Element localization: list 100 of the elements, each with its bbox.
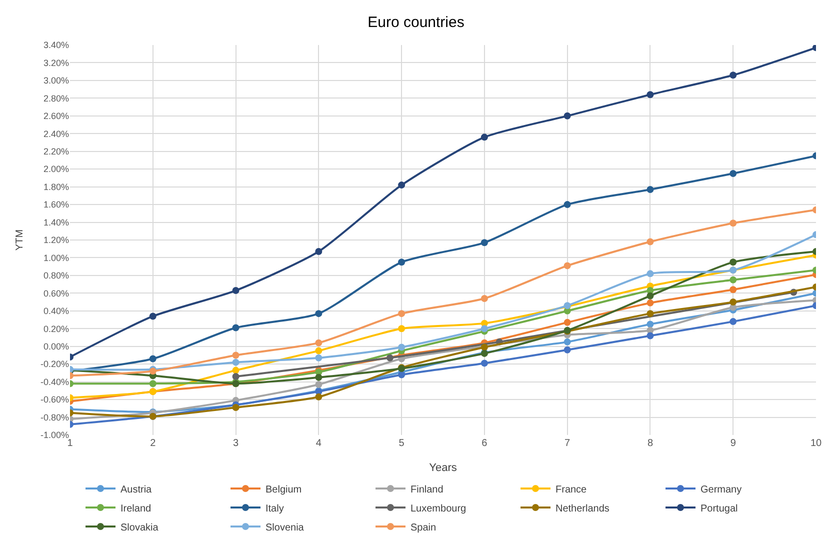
legend-label: Netherlands <box>556 503 610 514</box>
y-tick-label: 2.40% <box>43 128 69 139</box>
y-tick-label: 3.40% <box>43 40 69 50</box>
x-tick-label: 8 <box>647 438 654 449</box>
legend-label: Slovakia <box>120 522 159 534</box>
legend-label: Germany <box>700 484 742 496</box>
legend-label: Finland <box>410 484 444 496</box>
legend-label: Italy <box>266 503 284 514</box>
legend-label: Spain <box>410 522 436 534</box>
point <box>564 201 571 208</box>
point <box>315 393 322 400</box>
legend-label: Austria <box>120 484 152 496</box>
x-tick-label: 6 <box>482 438 488 449</box>
point <box>730 170 737 178</box>
point <box>646 320 654 328</box>
point <box>232 358 240 366</box>
y-tick-label: 1.60% <box>43 200 69 210</box>
legend-label: Portugal <box>700 503 738 514</box>
y-tick-label: -0.20% <box>40 359 69 370</box>
y-tick-label: -0.80% <box>40 412 69 422</box>
point <box>398 258 406 266</box>
y-tick-label: 1.80% <box>43 182 69 192</box>
y-tick-label: -0.40% <box>40 376 69 387</box>
point <box>149 355 156 362</box>
y-tick-label: 1.00% <box>43 252 69 263</box>
point <box>730 72 737 79</box>
point <box>149 312 156 320</box>
point <box>232 324 240 332</box>
point <box>480 360 488 367</box>
point <box>564 346 571 354</box>
y-tick-label: 1.40% <box>43 217 69 228</box>
y-tick-label: 1.20% <box>43 235 69 246</box>
legend-label: France <box>556 484 588 496</box>
point <box>315 347 322 354</box>
point <box>480 295 488 302</box>
x-tick-label: 2 <box>150 438 156 449</box>
point <box>564 338 571 346</box>
point <box>730 318 737 326</box>
x-axis-title: Years <box>429 462 458 474</box>
point <box>315 374 322 381</box>
y-tick-label: 0.60% <box>43 288 69 298</box>
point <box>564 112 571 120</box>
point <box>730 286 737 294</box>
y-tick-label: 0.20% <box>43 324 69 334</box>
legend-label: Ireland <box>120 503 152 514</box>
y-tick-label: 0.40% <box>43 306 69 316</box>
x-tick-label: 5 <box>398 438 405 449</box>
point <box>232 352 240 359</box>
point <box>398 371 406 378</box>
point <box>315 248 322 256</box>
point <box>480 134 488 141</box>
point <box>149 380 156 388</box>
point <box>646 292 654 300</box>
point <box>480 325 488 332</box>
point <box>232 366 240 374</box>
point <box>646 332 654 340</box>
point <box>315 354 322 362</box>
legend-label: Slovenia <box>266 522 304 534</box>
point <box>730 220 737 227</box>
y-tick-label: -0.60% <box>40 394 69 405</box>
point <box>232 404 240 412</box>
y-tick-label: 2.00% <box>43 164 69 174</box>
point <box>646 91 654 98</box>
y-tick-label: 0.80% <box>43 270 69 281</box>
point <box>646 186 654 193</box>
y-tick-label: 3.00% <box>43 76 69 86</box>
point <box>480 239 488 246</box>
point <box>398 182 406 189</box>
point <box>646 270 654 278</box>
chart-title: Euro countries <box>368 14 464 32</box>
point <box>730 276 737 284</box>
y-tick-label: 2.80% <box>43 93 69 104</box>
point <box>730 258 737 266</box>
x-tick-label: 1 <box>67 438 74 449</box>
point <box>564 318 571 326</box>
legend-label: Belgium <box>266 484 302 496</box>
point <box>398 325 406 332</box>
point <box>564 262 571 270</box>
x-tick-label: 10 <box>810 438 822 449</box>
point <box>315 380 322 388</box>
point <box>232 287 240 294</box>
point <box>315 339 322 346</box>
y-tick-label: 3.20% <box>43 58 69 68</box>
point <box>646 238 654 246</box>
x-tick-label: 9 <box>730 438 736 449</box>
y-tick-label: -1.00% <box>40 430 69 440</box>
y-axis-title: YTM <box>14 229 26 251</box>
x-tick-label: 4 <box>316 438 322 449</box>
point <box>730 298 737 306</box>
point <box>398 310 406 318</box>
point <box>646 310 654 318</box>
y-tick-label: 0.00% <box>43 342 69 352</box>
point <box>398 344 406 351</box>
y-tick-label: 2.20% <box>43 146 69 157</box>
point <box>315 310 322 318</box>
point <box>646 299 654 306</box>
legend-label: Luxembourg <box>410 503 466 514</box>
y-tick-label: 2.60% <box>43 111 69 122</box>
x-tick-label: 7 <box>564 438 571 449</box>
x-tick-label: 3 <box>233 438 239 449</box>
